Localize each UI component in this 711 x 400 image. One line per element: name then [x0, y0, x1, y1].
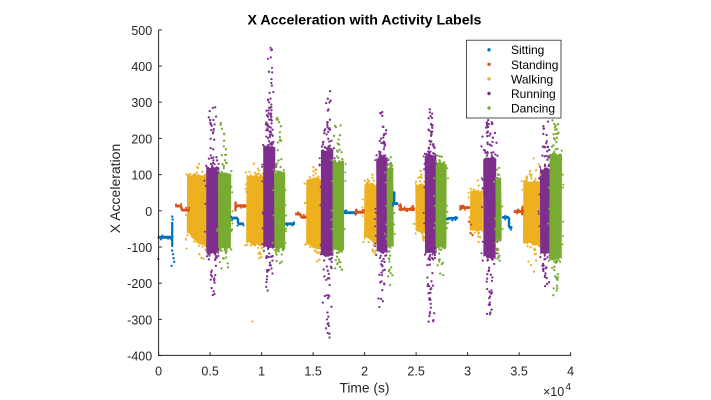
- svg-text:Standing: Standing: [511, 58, 558, 72]
- svg-text:1: 1: [258, 365, 265, 379]
- svg-text:-400: -400: [127, 350, 152, 364]
- svg-text:Dancing: Dancing: [511, 101, 555, 115]
- svg-text:300: 300: [131, 96, 152, 110]
- svg-text:Running: Running: [511, 87, 556, 101]
- svg-text:400: 400: [131, 60, 152, 74]
- svg-text:×10: ×10: [543, 385, 564, 399]
- svg-text:4: 4: [566, 382, 572, 393]
- svg-text:2: 2: [361, 365, 368, 379]
- svg-text:-100: -100: [127, 241, 152, 255]
- svg-text:4: 4: [567, 365, 574, 379]
- svg-text:2.5: 2.5: [407, 365, 424, 379]
- svg-text:3.5: 3.5: [510, 365, 527, 379]
- svg-text:Sitting: Sitting: [511, 43, 544, 57]
- svg-text:Time (s): Time (s): [339, 381, 389, 396]
- svg-text:3: 3: [464, 365, 471, 379]
- svg-text:200: 200: [131, 132, 152, 146]
- svg-text:500: 500: [131, 24, 152, 38]
- svg-text:-300: -300: [127, 313, 152, 327]
- svg-text:1.5: 1.5: [304, 365, 321, 379]
- svg-text:0: 0: [155, 365, 162, 379]
- svg-text:0.5: 0.5: [201, 365, 218, 379]
- svg-text:X Acceleration: X Acceleration: [107, 144, 123, 234]
- svg-text:X Acceleration with Activity L: X Acceleration with Activity Labels: [248, 13, 482, 29]
- svg-text:Walking: Walking: [511, 72, 553, 86]
- svg-text:0: 0: [145, 205, 152, 219]
- svg-text:-200: -200: [127, 277, 152, 291]
- svg-text:100: 100: [131, 169, 152, 183]
